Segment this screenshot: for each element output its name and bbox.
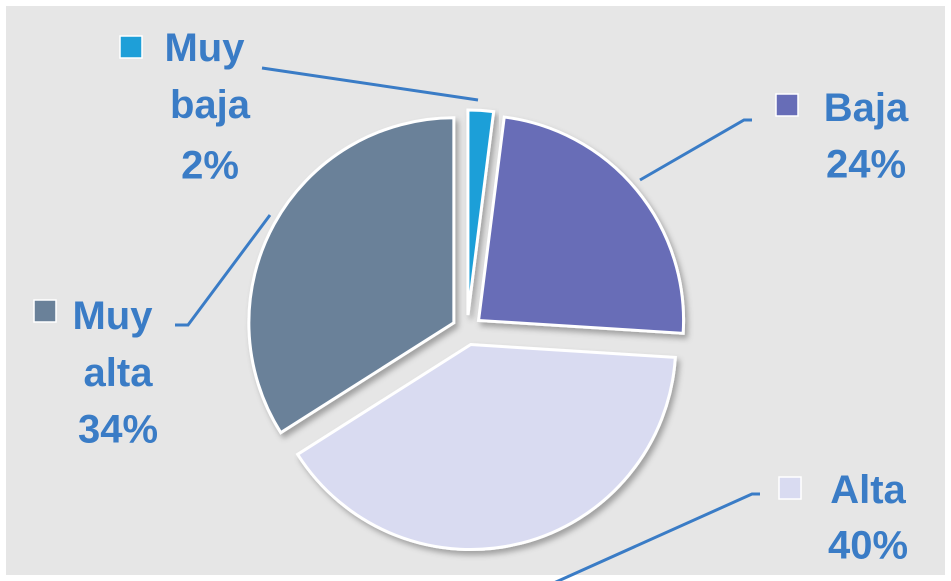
value-label: 2% — [181, 144, 239, 188]
pie-slice — [476, 115, 686, 335]
category-label: Muy alta — [72, 294, 163, 395]
category-label: Alta — [830, 468, 906, 512]
pie-slice — [295, 343, 677, 551]
legend-swatch — [778, 476, 802, 500]
leader-line — [639, 118, 752, 182]
value-label: 34% — [78, 408, 158, 452]
legend-swatch — [33, 299, 57, 323]
pie-slice — [247, 116, 456, 435]
value-label: 24% — [826, 143, 906, 187]
legend-swatch — [119, 35, 143, 59]
leader-line — [175, 214, 272, 327]
pie-slice — [466, 108, 496, 316]
leader-line — [261, 66, 479, 102]
leader-line — [554, 492, 760, 581]
category-label: Baja — [824, 86, 909, 130]
value-label: 40% — [828, 524, 908, 568]
category-label: Muy baja — [164, 26, 255, 127]
legend-swatch — [775, 93, 799, 117]
